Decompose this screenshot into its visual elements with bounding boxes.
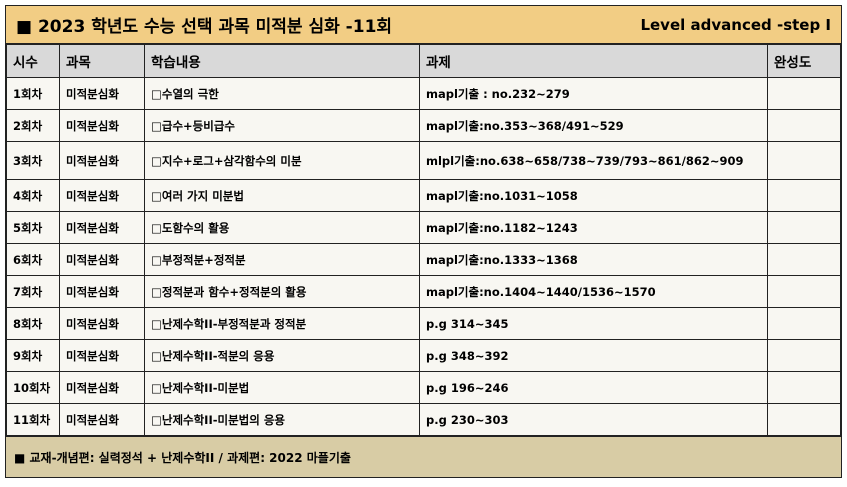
- table-row: 9회차 미적분심화 □난제수학II-적분의 응용 p.g 348~392: [6, 339, 841, 372]
- content-cell: □부정적분+정적분: [144, 243, 420, 276]
- assignment-cell: mapl기출:no.1031~1058: [419, 179, 768, 212]
- table-row: 4회차 미적분심화 □여러 가지 미분법 mapl기출:no.1031~1058: [6, 179, 841, 212]
- subject-cell: 미적분심화: [59, 403, 145, 436]
- completion-cell[interactable]: [767, 211, 841, 244]
- completion-cell[interactable]: [767, 141, 841, 180]
- content-cell: □급수+등비급수: [144, 109, 420, 142]
- column-header: 과목: [59, 44, 145, 78]
- assignment-cell: mapl기출 : no.232~279: [419, 77, 768, 110]
- subject-cell: 미적분심화: [59, 77, 145, 110]
- column-header: 완성도: [767, 44, 841, 78]
- subject-cell: 미적분심화: [59, 179, 145, 212]
- session-cell: 1회차: [6, 77, 60, 110]
- level-label: Level advanced -step I: [640, 15, 831, 34]
- subject-cell: 미적분심화: [59, 371, 145, 404]
- content-cell: □수열의 극한: [144, 77, 420, 110]
- assignment-cell: mapl기출:no.1404~1440/1536~1570: [419, 275, 768, 308]
- completion-cell[interactable]: [767, 403, 841, 436]
- subject-cell: 미적분심화: [59, 307, 145, 340]
- session-cell: 8회차: [6, 307, 60, 340]
- column-header: 과제: [419, 44, 768, 78]
- session-cell: 2회차: [6, 109, 60, 142]
- content-cell: □난제수학II-미분법: [144, 371, 420, 404]
- assignment-cell: mapl기출:no.1182~1243: [419, 211, 768, 244]
- completion-cell[interactable]: [767, 371, 841, 404]
- subject-cell: 미적분심화: [59, 339, 145, 372]
- completion-cell[interactable]: [767, 109, 841, 142]
- session-cell: 11회차: [6, 403, 60, 436]
- content-cell: □난제수학II-미분법의 응용: [144, 403, 420, 436]
- table-row: 7회차 미적분심화 □정적분과 함수+정적분의 활용 mapl기출:no.1404~1…: [6, 275, 841, 308]
- content-cell: □정적분과 함수+정적분의 활용: [144, 275, 420, 308]
- table-row: 8회차 미적분심화 □난제수학II-부정적분과 정적분 p.g 314~345: [6, 307, 841, 340]
- table-row: 1회차 미적분심화 □수열의 극한 mapl기출 : no.232~279: [6, 77, 841, 110]
- session-cell: 7회차: [6, 275, 60, 308]
- completion-cell[interactable]: [767, 307, 841, 340]
- subject-cell: 미적분심화: [59, 109, 145, 142]
- table-row: 10회차 미적분심화 □난제수학II-미분법 p.g 196~246: [6, 371, 841, 404]
- session-cell: 9회차: [6, 339, 60, 372]
- subject-cell: 미적분심화: [59, 243, 145, 276]
- table-row: 2회차 미적분심화 □급수+등비급수 mapl기출:no.353~368/491~52…: [6, 109, 841, 142]
- assignment-cell: p.g 196~246: [419, 371, 768, 404]
- subject-cell: 미적분심화: [59, 211, 145, 244]
- content-cell: □난제수학II-부정적분과 정적분: [144, 307, 420, 340]
- content-cell: □여러 가지 미분법: [144, 179, 420, 212]
- column-header: 학습내용: [144, 44, 420, 78]
- completion-cell[interactable]: [767, 179, 841, 212]
- content-cell: □난제수학II-적분의 응용: [144, 339, 420, 372]
- title-bar: ■ 2023 학년도 수능 선택 과목 미적분 심화 -11회 Level ad…: [6, 6, 841, 44]
- completion-cell[interactable]: [767, 243, 841, 276]
- assignment-cell: mapl기출:no.1333~1368: [419, 243, 768, 276]
- subject-cell: 미적분심화: [59, 275, 145, 308]
- session-cell: 4회차: [6, 179, 60, 212]
- completion-cell[interactable]: [767, 275, 841, 308]
- completion-cell[interactable]: [767, 77, 841, 110]
- column-header: 시수: [6, 44, 60, 78]
- table-row: 6회차 미적분심화 □부정적분+정적분 mapl기출:no.1333~1368: [6, 243, 841, 276]
- assignment-cell: p.g 314~345: [419, 307, 768, 340]
- session-cell: 3회차: [6, 141, 60, 180]
- footer-note: ■ 교재-개념편: 실력정석 + 난제수학II / 과제편: 2022 마플기출: [6, 436, 841, 477]
- completion-cell[interactable]: [767, 339, 841, 372]
- assignment-cell: p.g 348~392: [419, 339, 768, 372]
- assignment-cell: p.g 230~303: [419, 403, 768, 436]
- page-title: ■ 2023 학년도 수능 선택 과목 미적분 심화 -11회: [16, 17, 393, 37]
- session-cell: 6회차: [6, 243, 60, 276]
- table-row: 11회차 미적분심화 □난제수학II-미분법의 응용 p.g 230~303: [6, 403, 841, 436]
- plan-table: 시수 과목 학습내용 과제 완성도 1회차 미적분심화 □수열의 극한 mapl기출 : no…: [6, 44, 841, 436]
- content-cell: □도함수의 활용: [144, 211, 420, 244]
- assignment-cell: mapl기출:no.353~368/491~529: [419, 109, 768, 142]
- session-cell: 5회차: [6, 211, 60, 244]
- content-cell: □지수+로그+삼각함수의 미분: [144, 141, 420, 180]
- table-row: 3회차 미적분심화 □지수+로그+삼각함수의 미분 mlpl기출:no.638~658…: [6, 141, 841, 180]
- table-row: 5회차 미적분심화 □도함수의 활용 mapl기출:no.1182~1243: [6, 211, 841, 244]
- session-cell: 10회차: [6, 371, 60, 404]
- assignment-cell: mlpl기출:no.638~658/738~739/793~861/862~90…: [419, 141, 768, 180]
- subject-cell: 미적분심화: [59, 141, 145, 180]
- study-plan: ■ 2023 학년도 수능 선택 과목 미적분 심화 -11회 Level ad…: [5, 5, 842, 478]
